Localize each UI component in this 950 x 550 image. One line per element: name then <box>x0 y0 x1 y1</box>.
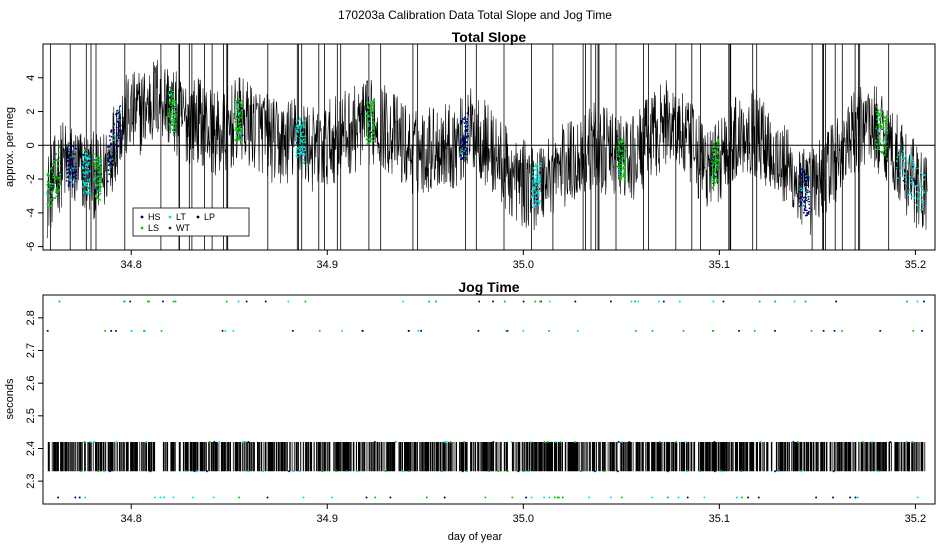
jog-time-y-axis-label: seconds <box>4 378 16 419</box>
jog-time-y-tick-label-2: 2.5 <box>25 408 37 423</box>
calibration-points-lt-10 <box>530 162 542 209</box>
calibration-points-ls-3 <box>93 153 103 201</box>
total-slope-spikes <box>50 44 890 250</box>
total-slope-panel: Total Slope 34.8 34.9 35.0 35.1 35.2 -6 -4 -2 0 2… <box>4 29 936 271</box>
legend-label-lt: LT <box>176 212 186 222</box>
jog-time-y-tick-label-4: 2.7 <box>25 343 37 358</box>
calibration-points-hs-1 <box>65 142 78 188</box>
calibration-points-ls-14 <box>875 106 889 160</box>
calibration-points-ls-8 <box>365 98 376 145</box>
total-slope-x-tick-label-3: 35.1 <box>709 259 730 271</box>
calibration-points-lt-15 <box>895 143 926 211</box>
jog-time-plot-frame <box>42 294 936 505</box>
figure-title: 170203a Calibration Data Total Slope and… <box>338 8 612 22</box>
jog-time-low-band <box>47 442 926 472</box>
calibration-points-ls-5 <box>167 86 178 136</box>
total-slope-y-tick-label-1: -4 <box>25 208 37 218</box>
total-slope-x-tick-label-4: 35.2 <box>905 259 926 271</box>
total-slope-x-tick-label-2: 35.0 <box>513 259 534 271</box>
jog-time-level-markers <box>46 300 925 499</box>
total-slope-x-tick-label-0: 34.8 <box>121 259 142 271</box>
total-slope-axes: 34.8 34.9 35.0 35.1 35.2 -6 -4 -2 0 2 4 <box>25 75 926 271</box>
total-slope-y-tick-label-0: -6 <box>25 242 37 252</box>
calibration-points-lt-2 <box>81 149 91 196</box>
legend-marker-lp <box>196 215 200 219</box>
legend-box <box>132 207 250 237</box>
x-axis-label: day of year <box>448 531 503 543</box>
legend-label-hs: HS <box>148 212 161 222</box>
calibration-points-hs-4 <box>106 105 123 183</box>
jog-time-panel: Jog Time 34.8 34.9 35.0 35.1 35.2 2.3 2.4 2.5 2.… <box>4 279 936 543</box>
total-slope-y-axis-label: approx. per meg <box>4 107 16 187</box>
jog-time-y-tick-label-0: 2.3 <box>25 473 37 488</box>
jog-time-y-tick-label-3: 2.6 <box>25 376 37 391</box>
jog-time-y-tick-label-5: 2.8 <box>25 310 37 325</box>
total-slope-y-tick-label-4: 2 <box>25 108 37 114</box>
jog-time-x-tick-label-0: 34.8 <box>121 513 142 525</box>
calibration-points-ls-0 <box>46 146 62 207</box>
total-slope-y-tick-label-2: -2 <box>25 174 37 184</box>
total-slope-x-tick-label-1: 34.9 <box>317 259 338 271</box>
jog-time-axes: 34.8 34.9 35.0 35.1 35.2 2.3 2.4 2.5 2.6 2.7 2.8 <box>25 310 926 525</box>
total-slope-plot-frame <box>42 43 936 251</box>
legend-marker-wt <box>168 226 172 230</box>
legend-label-ls: LS <box>148 223 159 233</box>
total-slope-y-tick-label-5: 4 <box>25 75 37 81</box>
jog-time-x-tick-label-4: 35.2 <box>905 513 926 525</box>
legend-label-wt: WT <box>176 223 190 233</box>
jog-time-x-tick-label-2: 35.0 <box>513 513 534 525</box>
jog-time-title: Jog Time <box>458 279 519 295</box>
jog-time-x-tick-label-1: 34.9 <box>317 513 338 525</box>
jog-time-x-tick-label-3: 35.1 <box>709 513 730 525</box>
jog-time-y-tick-label-1: 2.4 <box>25 441 37 456</box>
total-slope-y-tick-label-3: 0 <box>25 142 37 148</box>
legend-label-lp: LP <box>204 212 215 222</box>
legend-marker-ls <box>140 226 144 230</box>
calibration-points-hs-13 <box>798 164 811 217</box>
calibration-points-ls-6 <box>234 97 244 146</box>
legend-marker-hs <box>140 215 144 219</box>
jog-time-series <box>46 300 926 499</box>
total-slope-trace <box>46 59 928 239</box>
calibration-points-ls-11 <box>616 135 627 181</box>
calibration-points-lt-7 <box>295 117 307 164</box>
total-slope-series <box>43 44 935 250</box>
total-slope-title: Total Slope <box>452 29 527 45</box>
legend: HS LS LT WT LP <box>132 207 250 237</box>
legend-marker-lt <box>168 215 172 219</box>
